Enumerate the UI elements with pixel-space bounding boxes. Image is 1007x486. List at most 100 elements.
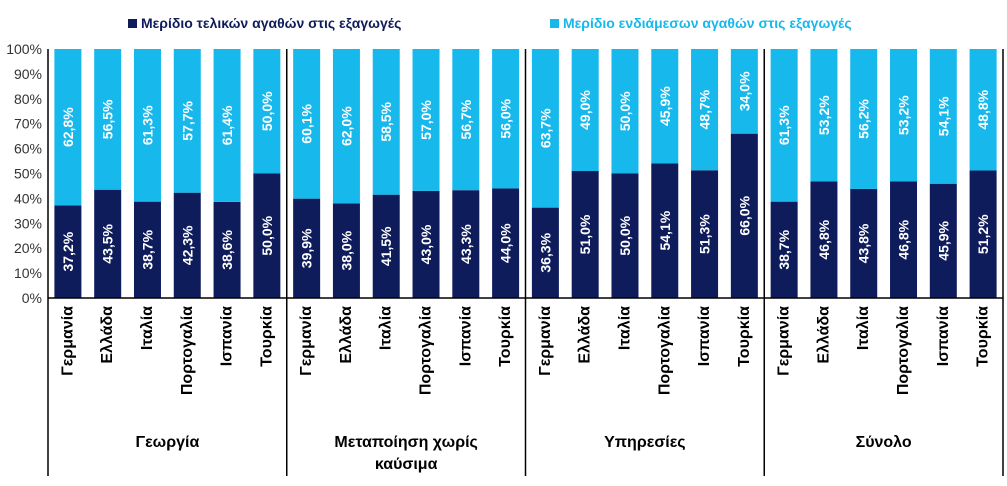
category-label: Ελλάδα — [815, 306, 832, 364]
bar-intermediate — [332, 49, 360, 204]
data-label-intermediate: 48,7% — [697, 89, 713, 129]
bar-intermediate — [94, 49, 122, 190]
data-label-intermediate: 50,0% — [259, 91, 275, 131]
data-label-intermediate: 53,2% — [896, 95, 912, 135]
data-label-intermediate: 57,0% — [418, 100, 434, 140]
bar-intermediate — [173, 49, 201, 193]
data-label-final: 38,6% — [219, 230, 235, 270]
data-label-intermediate: 62,0% — [338, 106, 354, 146]
data-label-intermediate: 54,1% — [935, 96, 951, 136]
bar-final — [571, 171, 599, 298]
category-label: Ιταλία — [616, 306, 633, 350]
category-label: Γερμανία — [537, 306, 554, 376]
bar-intermediate — [492, 49, 520, 189]
data-label-intermediate: 50,0% — [617, 91, 633, 131]
data-label-final: 44,0% — [498, 223, 514, 263]
data-label-final: 43,8% — [856, 223, 872, 263]
bar-final — [651, 163, 679, 298]
bar-intermediate — [810, 49, 838, 182]
data-label-final: 45,9% — [935, 220, 951, 260]
y-tick-label: 30% — [14, 215, 42, 231]
bar-final — [253, 173, 281, 298]
bar-final — [850, 188, 878, 298]
bar-intermediate — [770, 49, 798, 202]
data-label-final: 51,3% — [697, 214, 713, 254]
group-label: Μεταποίηση χωρίς — [334, 434, 477, 451]
y-tick-label: 90% — [14, 66, 42, 82]
data-label-intermediate: 56,0% — [498, 98, 514, 138]
data-label-intermediate: 61,4% — [219, 105, 235, 145]
category-label: Ιταλία — [139, 306, 156, 350]
bar-final — [213, 201, 241, 298]
bar-intermediate — [929, 49, 957, 184]
data-label-final: 42,3% — [179, 225, 195, 265]
bar-intermediate — [890, 49, 918, 182]
data-label-final: 50,0% — [259, 215, 275, 255]
category-label: Ιταλία — [378, 306, 395, 350]
category-label: Ισπανία — [457, 306, 474, 366]
data-label-final: 51,0% — [577, 214, 593, 254]
category-label: Τουρκία — [258, 306, 275, 367]
y-tick-label: 80% — [14, 91, 42, 107]
bar-final — [969, 170, 997, 298]
data-label-intermediate: 62,8% — [60, 107, 76, 147]
bar-intermediate — [969, 49, 997, 171]
data-label-intermediate: 63,7% — [537, 108, 553, 148]
group-label: Σύνολο — [856, 434, 912, 451]
category-label: Ισπανία — [696, 306, 713, 366]
bar-intermediate — [850, 49, 878, 189]
data-label-final: 38,7% — [139, 229, 155, 269]
data-label-intermediate: 56,7% — [458, 99, 474, 139]
data-label-final: 54,1% — [657, 210, 673, 250]
bar-intermediate — [213, 49, 241, 202]
bar-final — [730, 133, 758, 298]
bar-intermediate — [133, 49, 161, 202]
bar-final — [412, 190, 440, 298]
bar-intermediate — [611, 49, 639, 174]
bar-final — [691, 170, 719, 298]
bar-final — [492, 188, 520, 298]
category-label: Πορτογαλία — [179, 306, 196, 395]
y-tick-label: 100% — [6, 41, 42, 57]
y-tick-label: 10% — [14, 265, 42, 281]
category-label: Γερμανία — [776, 306, 793, 376]
bar-intermediate — [651, 49, 679, 164]
category-label: Γερμανία — [59, 306, 76, 376]
data-label-final: 46,8% — [896, 219, 912, 259]
data-label-intermediate: 58,5% — [378, 101, 394, 141]
data-label-intermediate: 45,9% — [657, 86, 673, 126]
bar-final — [531, 207, 559, 298]
data-label-final: 43,5% — [100, 223, 116, 263]
bar-intermediate — [412, 49, 440, 191]
category-label: Ιταλία — [855, 306, 872, 350]
y-tick-label: 70% — [14, 116, 42, 132]
data-label-intermediate: 49,0% — [577, 90, 593, 130]
bar-final — [54, 205, 82, 298]
y-tick-label: 50% — [14, 166, 42, 182]
bar-intermediate — [54, 49, 82, 206]
data-label-final: 66,0% — [736, 195, 752, 235]
legend-label-final: Μερίδιο τελικών αγαθών στις εξαγωγές — [141, 15, 402, 31]
category-label: Πορτογαλία — [895, 306, 912, 395]
bar-final — [293, 198, 321, 298]
category-label: Ελλάδα — [338, 306, 355, 364]
data-label-intermediate: 48,8% — [975, 89, 991, 129]
data-label-intermediate: 57,7% — [179, 100, 195, 140]
bar-final — [452, 190, 480, 298]
bar-final — [810, 181, 838, 298]
bar-intermediate — [452, 49, 480, 191]
data-label-final: 46,8% — [816, 219, 832, 259]
data-label-intermediate: 56,2% — [856, 99, 872, 139]
bar-final — [133, 201, 161, 298]
group-label-line2: καύσιμα — [375, 456, 438, 473]
data-label-intermediate: 61,3% — [776, 105, 792, 145]
category-label: Ελλάδα — [99, 306, 116, 364]
category-label: Πορτογαλία — [418, 306, 435, 395]
data-label-final: 51,2% — [975, 214, 991, 254]
group-label: Υπηρεσίες — [604, 434, 686, 451]
bar-final — [611, 173, 639, 298]
bar-final — [332, 203, 360, 298]
y-tick-label: 60% — [14, 141, 42, 157]
data-label-intermediate: 56,5% — [100, 99, 116, 139]
category-label: Τουρκία — [736, 306, 753, 367]
